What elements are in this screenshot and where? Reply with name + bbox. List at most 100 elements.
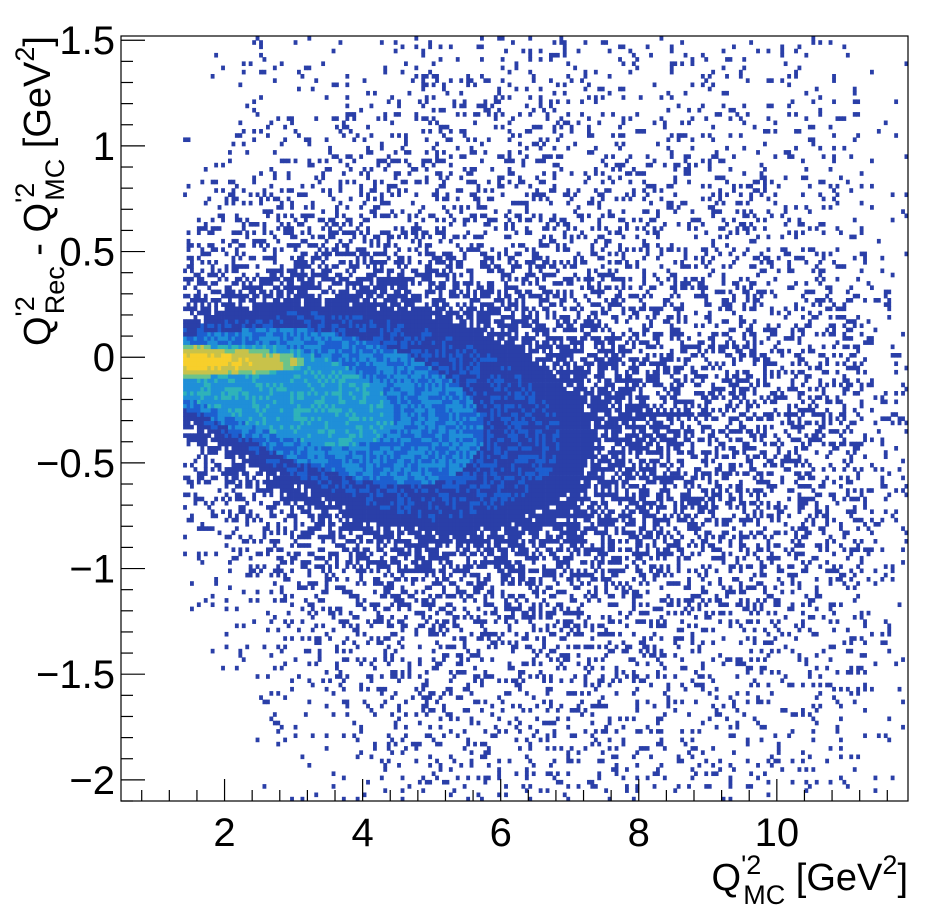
histogram-bin <box>397 416 401 421</box>
histogram-bin <box>390 632 394 637</box>
histogram-bin <box>404 509 408 514</box>
histogram-bin <box>328 302 332 307</box>
histogram-bin <box>280 454 284 459</box>
histogram-bin <box>342 569 346 574</box>
histogram-bin <box>228 387 232 392</box>
histogram-bin <box>242 252 246 257</box>
histogram-bin <box>339 332 343 337</box>
histogram-bin <box>328 370 332 375</box>
histogram-bin <box>287 459 291 464</box>
histogram-bin <box>401 230 405 235</box>
histogram-bin <box>211 273 215 278</box>
histogram-bin <box>366 150 370 155</box>
histogram-bin <box>383 247 387 252</box>
histogram-bin <box>387 484 391 489</box>
histogram-bin <box>307 366 311 371</box>
histogram-bin <box>294 725 298 730</box>
histogram-bin <box>356 738 360 743</box>
histogram-bin <box>273 328 277 333</box>
histogram-bin <box>332 83 336 88</box>
histogram-bin <box>311 311 315 316</box>
histogram-bin <box>214 349 218 354</box>
histogram-bin <box>311 429 315 434</box>
histogram-bin <box>321 61 325 66</box>
histogram-bin <box>376 345 380 350</box>
histogram-bin <box>401 281 405 286</box>
histogram-bin <box>280 247 284 252</box>
histogram-bin <box>421 442 425 447</box>
histogram-bin <box>325 349 329 354</box>
histogram-bin <box>394 450 398 455</box>
histogram-bin <box>421 87 425 92</box>
histogram-bin <box>397 454 401 459</box>
histogram-bin <box>394 319 398 324</box>
histogram-bin <box>328 383 332 388</box>
histogram-bin <box>214 446 218 451</box>
histogram-bin <box>301 425 305 430</box>
histogram-bin <box>307 302 311 307</box>
histogram-bin <box>283 480 287 485</box>
histogram-bin <box>290 328 294 333</box>
histogram-bin <box>359 471 363 476</box>
histogram-bin <box>290 387 294 392</box>
histogram-bin <box>349 383 353 388</box>
histogram-bin <box>287 471 291 476</box>
histogram-bin <box>342 522 346 527</box>
histogram-bin <box>304 387 308 392</box>
histogram-bin <box>411 467 415 472</box>
histogram-bin <box>397 450 401 455</box>
histogram-bin <box>339 488 343 493</box>
histogram-bin <box>263 323 267 328</box>
histogram-bin <box>252 311 256 316</box>
histogram-bin <box>242 454 246 459</box>
histogram-bin <box>376 429 380 434</box>
histogram-bin <box>397 192 401 197</box>
histogram-bin <box>297 488 301 493</box>
histogram-bin <box>318 467 322 472</box>
histogram-bin <box>373 497 377 502</box>
histogram-bin <box>370 624 374 629</box>
histogram-bin <box>401 319 405 324</box>
histogram-bin <box>328 188 332 193</box>
histogram-bin <box>404 552 408 557</box>
histogram-bin <box>332 307 336 312</box>
histogram-bin <box>294 323 298 328</box>
histogram-bin <box>414 425 418 430</box>
histogram-bin <box>263 400 267 405</box>
histogram-bin <box>376 547 380 552</box>
histogram-bin <box>335 560 339 565</box>
histogram-bin <box>211 374 215 379</box>
histogram-bin <box>401 374 405 379</box>
histogram-bin <box>301 560 305 565</box>
histogram-bin <box>345 433 349 438</box>
histogram-bin <box>345 125 349 130</box>
histogram-bin <box>197 357 201 362</box>
histogram-bin <box>335 307 339 312</box>
histogram-bin <box>418 323 422 328</box>
histogram-bin <box>304 239 308 244</box>
histogram-bin <box>200 408 204 413</box>
histogram-bin <box>311 733 315 738</box>
histogram-bin <box>418 332 422 337</box>
histogram-bin <box>373 518 377 523</box>
histogram-bin <box>263 467 267 472</box>
histogram-bin <box>408 404 412 409</box>
histogram-bin <box>418 357 422 362</box>
histogram-bin <box>273 247 277 252</box>
histogram-bin <box>256 471 260 476</box>
histogram-bin <box>283 560 287 565</box>
histogram-bin <box>397 598 401 603</box>
histogram-bin <box>359 662 363 667</box>
histogram-bin <box>356 594 360 599</box>
histogram-bin <box>252 349 256 354</box>
histogram-bin <box>290 442 294 447</box>
histogram-bin <box>411 315 415 320</box>
histogram-bin <box>242 438 246 443</box>
histogram-bin <box>256 404 260 409</box>
histogram-bin <box>197 438 201 443</box>
histogram-bin <box>401 750 405 755</box>
histogram-bin <box>328 636 332 641</box>
histogram-bin <box>397 480 401 485</box>
histogram-bin <box>414 74 418 79</box>
histogram-bin <box>418 535 422 540</box>
